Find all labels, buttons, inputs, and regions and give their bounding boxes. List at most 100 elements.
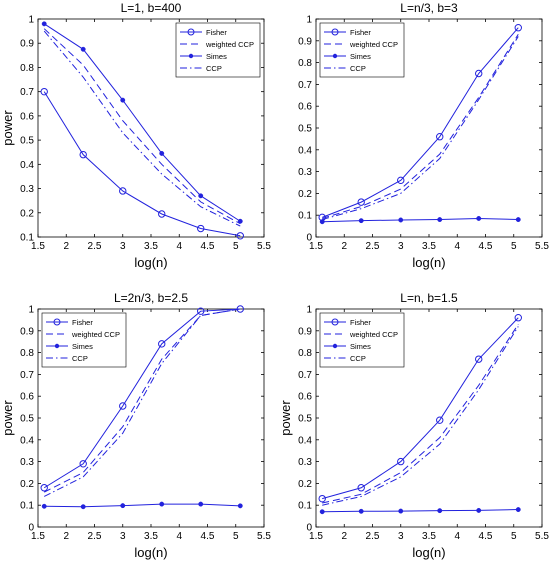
data-point-dot [358,508,364,514]
series-line [322,217,519,223]
legend-label: Fisher [72,318,93,327]
x-tick-label: 1.5 [309,241,323,252]
x-tick-label: 4.5 [479,531,493,542]
data-point-dot [198,501,204,507]
data-point-dot [319,219,325,225]
x-tick-label: 5 [233,241,239,252]
y-tick-label: 0.5 [298,124,312,135]
y-axis-label: power [0,400,15,436]
series-line [322,323,519,504]
series-line [322,509,519,513]
y-tick-label: 0.6 [298,392,312,403]
y-tick-label: 0.9 [298,326,312,337]
x-tick-label: 4.5 [201,241,215,252]
legend-label: Simes [72,342,93,351]
y-tick-label: 0.1 [298,211,312,222]
legend-marker-dot [188,53,194,59]
legend-label: Simes [350,52,371,61]
x-tick-label: 3.5 [144,241,158,252]
y-tick-label: 0.1 [20,233,34,244]
x-tick-label: 2.5 [88,241,102,252]
y-axis-label: power [0,110,15,146]
data-point-dot [437,217,443,223]
data-point-dot [319,509,325,515]
data-point-circle [357,198,365,206]
series-line [322,27,519,218]
x-tick-label: 4.5 [201,531,215,542]
y-tick-label: 0.3 [20,457,34,468]
series-fisher [318,314,522,503]
data-point-dot [159,150,165,156]
data-point-dot [80,46,86,52]
data-point-circle [79,460,87,468]
legend-label: CCP [350,354,366,363]
x-tick-label: 5.5 [535,531,549,542]
series-fisher [40,87,244,240]
y-tick-label: 0.6 [20,111,34,122]
data-point-circle [318,494,326,503]
x-tick-label: 3 [398,241,404,252]
y-tick-label: 0.4 [298,145,312,156]
series-line [43,91,241,237]
data-point-circle [514,24,522,32]
data-point-dot [80,504,86,510]
legend-label: Fisher [350,318,371,327]
x-tick-label: 2 [63,241,69,252]
y-tick-label: 0 [28,523,34,534]
legend: Fisher weighted CCP Simes CCP [41,312,127,368]
x-tick-label: 5.5 [257,531,271,542]
x-tick-label: 3.5 [144,531,158,542]
legend-marker-circle [331,28,339,36]
series-simes [319,507,521,515]
data-point-circle [40,87,48,96]
data-point-dot [41,503,47,509]
data-point-circle [475,355,483,363]
legend: Fisher weighted CCP Simes CCP [175,22,261,78]
y-tick-label: 0.5 [20,136,34,147]
x-axis-label: log(n) [134,545,167,560]
y-tick-label: 0.2 [298,189,312,200]
data-point-dot [476,216,482,221]
data-point-circle [397,457,405,466]
data-point-dot [398,508,404,514]
data-point-dot [120,503,126,509]
y-tick-label: 0.9 [298,36,312,47]
y-tick-label: 0.2 [20,208,34,219]
data-point-dot [515,217,521,223]
y-tick-label: 0.4 [298,435,312,446]
series-weighted-ccp [322,33,519,219]
series-ccp [322,36,519,221]
y-tick-label: 0.1 [20,501,34,512]
legend-label: Fisher [350,28,371,37]
y-tick-label: 0.3 [298,167,312,178]
series-weighted-ccp [43,28,241,225]
x-tick-label: 2 [341,241,347,252]
y-tick-label: 0.9 [20,326,34,337]
data-point-circle [357,484,365,492]
legend-label: Simes [206,52,227,61]
series-fisher [40,305,244,492]
data-point-circle [197,224,205,233]
legend-marker-circle [187,28,195,36]
y-tick-label: 1 [306,305,312,316]
data-point-dot [237,503,243,509]
data-point-dot [515,507,521,513]
x-tick-label: 5 [511,241,517,252]
data-point-dot [41,21,47,27]
y-tick-label: 0 [306,523,312,534]
series-line [43,308,241,497]
y-axis-label: power [278,400,293,436]
data-point-dot [198,193,204,199]
x-tick-label: 5.5 [535,241,549,252]
y-tick-label: 0.8 [20,63,34,74]
x-tick-label: 5 [511,531,517,542]
legend-marker-dot [332,343,338,349]
legend-marker-dot [54,343,60,349]
y-tick-label: 0.5 [20,414,34,425]
x-tick-label: 3.5 [422,241,436,252]
data-point-dot [476,507,482,513]
series-line [322,33,519,219]
series-line [44,503,241,508]
series-line [322,317,519,500]
x-tick-label: 4 [176,241,182,252]
